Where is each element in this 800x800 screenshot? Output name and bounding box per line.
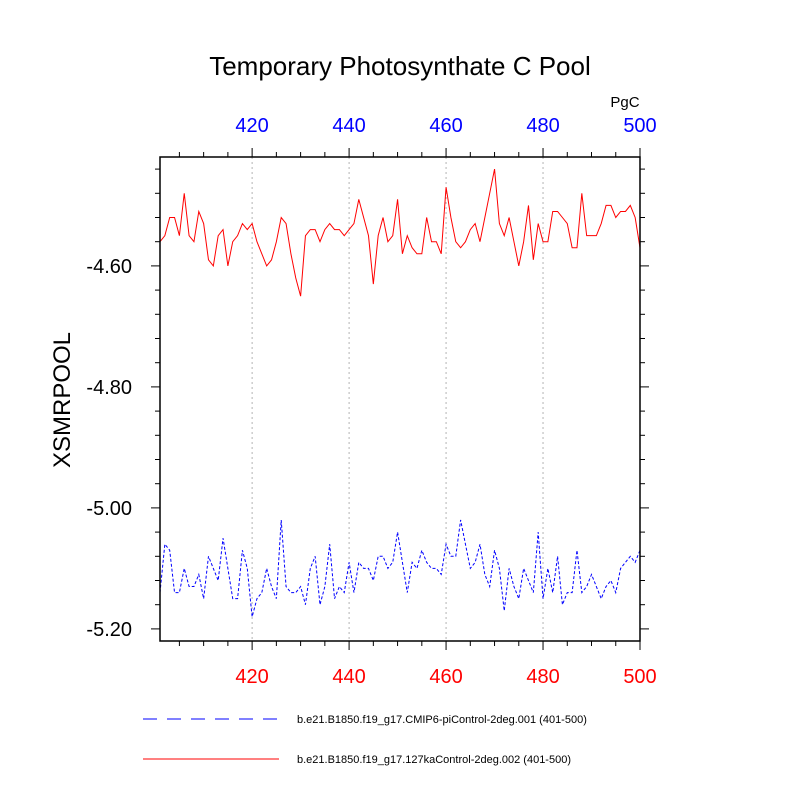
units-label: PgC [610,94,639,111]
legend: b.e21.B1850.f19_g17.CMIP6-piControl-2deg… [143,714,587,766]
legend-label-2: b.e21.B1850.f19_g17.127kaControl-2deg.00… [297,754,571,766]
legend-label-1: b.e21.B1850.f19_g17.CMIP6-piControl-2deg… [297,714,587,726]
y-tick-label: -4.80 [86,377,132,399]
x-tick-label-top: 500 [623,115,656,137]
series-line-2 [159,169,641,297]
x-tick-label-bottom: 500 [623,666,656,688]
x-tick-label-bottom: 480 [526,666,559,688]
series-line-1 [159,519,641,617]
series-group [159,169,641,617]
plot-frame [159,156,641,642]
y-tick-label: -5.00 [86,498,132,520]
y-tick-label: -4.60 [86,256,132,278]
x-tick-label-top: 480 [526,115,559,137]
x-tick-label-bottom: 420 [235,666,268,688]
x-tick-label-bottom: 440 [332,666,365,688]
y-tick-label: -5.20 [86,619,132,641]
x-tick-label-top: 460 [429,115,462,137]
axes: 420 420 440 440 460 460 480 480 500 500 -4.60 -4.80… [86,115,656,688]
x-tick-label-top: 440 [332,115,365,137]
chart-title: Temporary Photosynthate C Pool [209,51,591,81]
x-tick-label-top: 420 [235,115,268,137]
gridlines [251,157,544,641]
x-tick-label-bottom: 460 [429,666,462,688]
y-axis-label: XSMRPOOL [49,332,76,468]
